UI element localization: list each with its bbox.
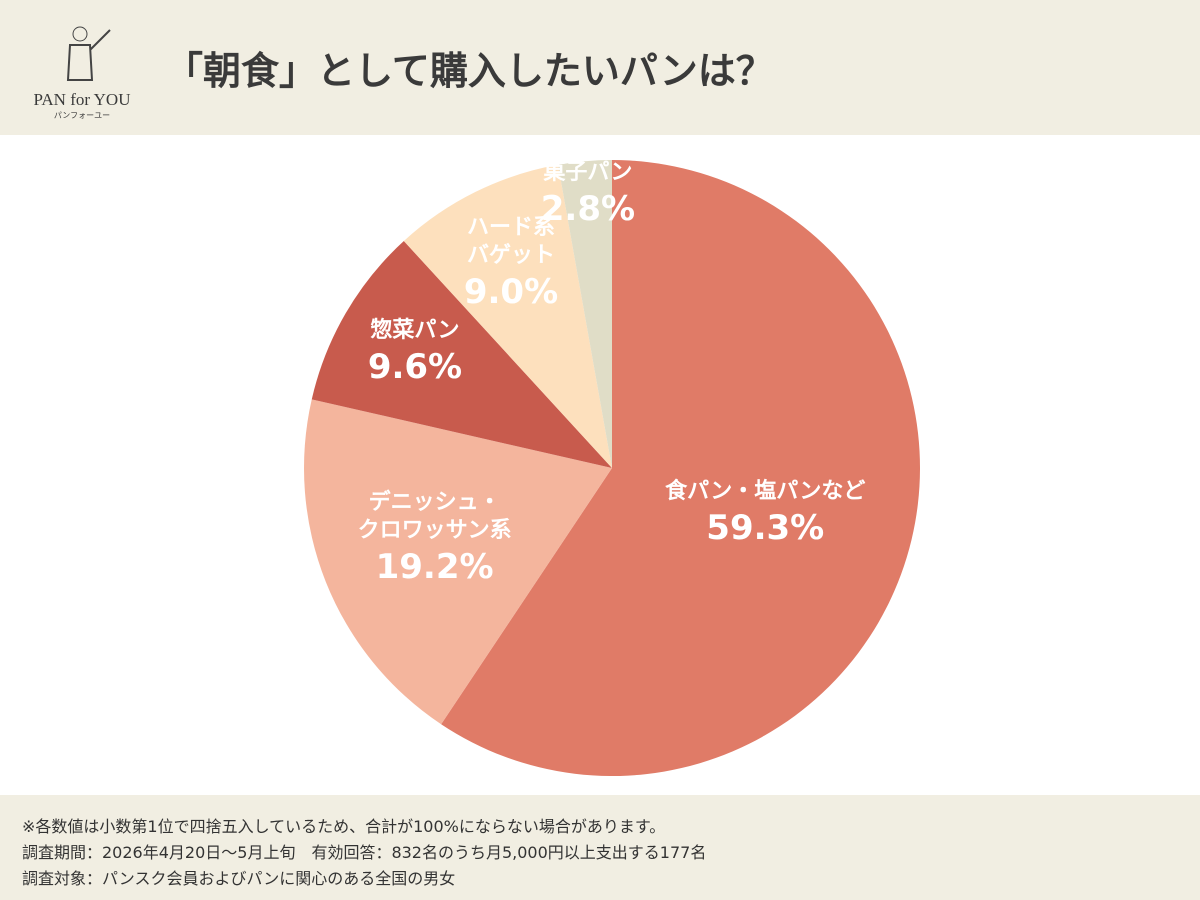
value-label: 9.0% — [463, 271, 559, 312]
note: 調査期間：2026年4月20日～5月上旬 有効回答：832名のうち月5,000円… — [22, 843, 707, 862]
pie-slice — [403, 164, 612, 469]
category-label: ハード系 バゲット — [466, 214, 555, 268]
slice-label: ハード系 バゲット 9.0% — [464, 214, 558, 314]
logo: PAN for YOU パンフォーユー — [22, 20, 142, 121]
pie-slice — [311, 241, 612, 468]
logo-icon — [66, 26, 111, 81]
category-label: 惣菜パン — [370, 318, 460, 344]
slice-label: デニッシュ・ クロワッサン系 19.2% — [358, 489, 512, 589]
pie-slice — [304, 399, 612, 725]
chart-title: 「朝食」として購入したいパンは？ — [165, 49, 774, 93]
value-label: 19.2% — [375, 546, 494, 587]
slice-label: 惣菜パン 9.6% — [368, 317, 462, 389]
header: PAN for YOU パンフォーユー 「朝食」として購入したいパンは？ — [0, 0, 1200, 135]
value-label: 59.3% — [706, 508, 825, 549]
logo-brand: PAN for YOU — [33, 90, 131, 109]
category-label: 食パン・塩パンなど — [665, 479, 866, 505]
pie-slice — [441, 160, 920, 776]
category-label: 菓子パン — [543, 159, 633, 185]
slice-label: 食パン・塩パンなど 59.3% — [665, 478, 865, 550]
value-label: 2.8% — [540, 188, 636, 229]
note: ※各数値は小数第1位で四捨五入しているため、合計が100%にならない場合がありま… — [22, 817, 666, 836]
pie-slice — [558, 160, 612, 468]
logo-sub: パンフォーユー — [53, 111, 111, 120]
category-label: デニッシュ・ クロワッサン系 — [357, 489, 512, 543]
footer: ※各数値は小数第1位で四捨五入しているため、合計が100%にならない場合がありま… — [0, 795, 1200, 900]
value-label: 9.6% — [367, 347, 463, 388]
note: 調査対象：パンスク会員およびパンに関心のある全国の男女 — [22, 869, 456, 888]
slice-label: 菓子パン 2.8% — [541, 159, 635, 231]
chart — [304, 160, 920, 776]
